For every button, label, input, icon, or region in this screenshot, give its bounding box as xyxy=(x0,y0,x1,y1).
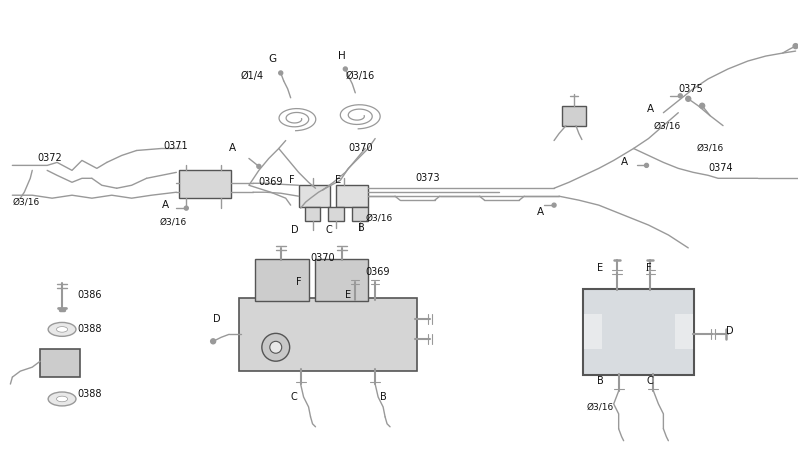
Text: F: F xyxy=(646,263,652,273)
Bar xyxy=(40,349,80,377)
FancyBboxPatch shape xyxy=(305,207,321,221)
Ellipse shape xyxy=(48,392,76,406)
Text: 0370: 0370 xyxy=(310,253,335,263)
Text: D: D xyxy=(726,327,734,336)
Text: F: F xyxy=(296,277,302,287)
FancyBboxPatch shape xyxy=(255,259,309,300)
Text: 0388: 0388 xyxy=(77,324,102,334)
Circle shape xyxy=(257,164,261,169)
FancyBboxPatch shape xyxy=(179,170,231,198)
Text: E: E xyxy=(597,263,603,273)
Ellipse shape xyxy=(48,322,76,336)
Text: 0369: 0369 xyxy=(366,267,390,277)
Ellipse shape xyxy=(57,327,68,332)
Text: Ø3/16: Ø3/16 xyxy=(159,218,186,227)
Circle shape xyxy=(700,103,705,108)
FancyBboxPatch shape xyxy=(329,207,344,221)
Text: A: A xyxy=(229,143,236,153)
Text: A: A xyxy=(162,200,169,210)
Circle shape xyxy=(645,164,649,167)
Text: 0375: 0375 xyxy=(678,84,703,94)
FancyBboxPatch shape xyxy=(562,106,586,125)
Text: E: E xyxy=(335,175,342,185)
FancyBboxPatch shape xyxy=(675,315,694,349)
FancyBboxPatch shape xyxy=(298,185,330,207)
Circle shape xyxy=(278,71,282,75)
Circle shape xyxy=(793,44,798,49)
FancyBboxPatch shape xyxy=(584,315,602,349)
Text: B: B xyxy=(380,392,387,402)
Text: F: F xyxy=(289,175,294,185)
Ellipse shape xyxy=(57,396,68,402)
Circle shape xyxy=(270,341,282,353)
Text: E: E xyxy=(346,289,351,300)
Text: 0373: 0373 xyxy=(415,173,439,183)
Text: Ø3/16: Ø3/16 xyxy=(587,403,614,411)
FancyBboxPatch shape xyxy=(239,298,417,371)
Text: 0386: 0386 xyxy=(77,289,102,300)
FancyBboxPatch shape xyxy=(336,185,368,207)
Text: Ø3/16: Ø3/16 xyxy=(696,144,723,153)
Text: C: C xyxy=(646,376,654,386)
Text: C: C xyxy=(290,392,298,402)
Text: H: H xyxy=(338,51,346,61)
Text: 0370: 0370 xyxy=(348,143,373,153)
Text: A: A xyxy=(537,207,544,217)
Text: D: D xyxy=(290,225,298,235)
Text: B: B xyxy=(358,223,365,233)
FancyBboxPatch shape xyxy=(583,289,694,375)
Text: D: D xyxy=(213,315,221,324)
Circle shape xyxy=(262,333,290,361)
Text: A: A xyxy=(621,158,628,168)
Circle shape xyxy=(184,206,188,210)
Text: Ø3/16: Ø3/16 xyxy=(654,121,681,130)
Circle shape xyxy=(678,94,682,98)
Text: B: B xyxy=(597,376,603,386)
Text: 0372: 0372 xyxy=(38,153,62,164)
Text: Ø3/16: Ø3/16 xyxy=(346,71,374,81)
Text: 0374: 0374 xyxy=(708,164,733,174)
Text: 0388: 0388 xyxy=(77,389,102,399)
FancyBboxPatch shape xyxy=(352,207,368,221)
Text: 0371: 0371 xyxy=(163,141,188,151)
Text: G: G xyxy=(269,54,277,64)
Text: Ø3/16: Ø3/16 xyxy=(12,198,40,207)
Circle shape xyxy=(343,67,347,71)
Circle shape xyxy=(686,96,690,101)
Text: C: C xyxy=(326,225,332,235)
FancyBboxPatch shape xyxy=(314,259,368,300)
Text: Ø3/16: Ø3/16 xyxy=(366,213,393,223)
Circle shape xyxy=(210,339,216,344)
Text: A: A xyxy=(646,104,654,114)
Text: Ø1/4: Ø1/4 xyxy=(241,71,264,81)
Circle shape xyxy=(552,203,556,207)
Text: 0369: 0369 xyxy=(259,177,283,187)
